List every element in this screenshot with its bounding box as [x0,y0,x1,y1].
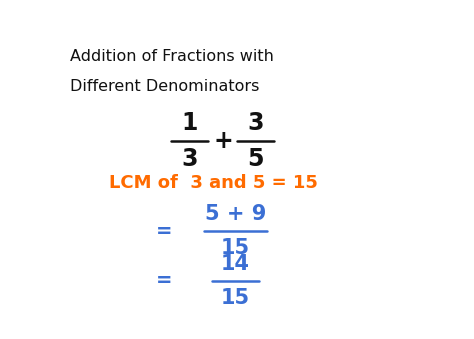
Text: 3: 3 [182,147,198,172]
Text: 15: 15 [221,288,250,308]
Text: +: + [214,129,234,153]
Text: Different Denominators: Different Denominators [70,79,260,94]
Text: =: = [155,271,172,290]
Text: LCM of  3 and 5 = 15: LCM of 3 and 5 = 15 [109,174,318,192]
Text: 3: 3 [247,111,264,135]
Text: =: = [155,222,172,241]
Text: 14: 14 [221,254,250,274]
Text: 15: 15 [221,238,250,258]
Text: Addition of Fractions with: Addition of Fractions with [70,48,274,63]
Text: 1: 1 [182,111,198,135]
Text: 5 + 9: 5 + 9 [205,204,266,224]
Text: 5: 5 [247,147,264,172]
